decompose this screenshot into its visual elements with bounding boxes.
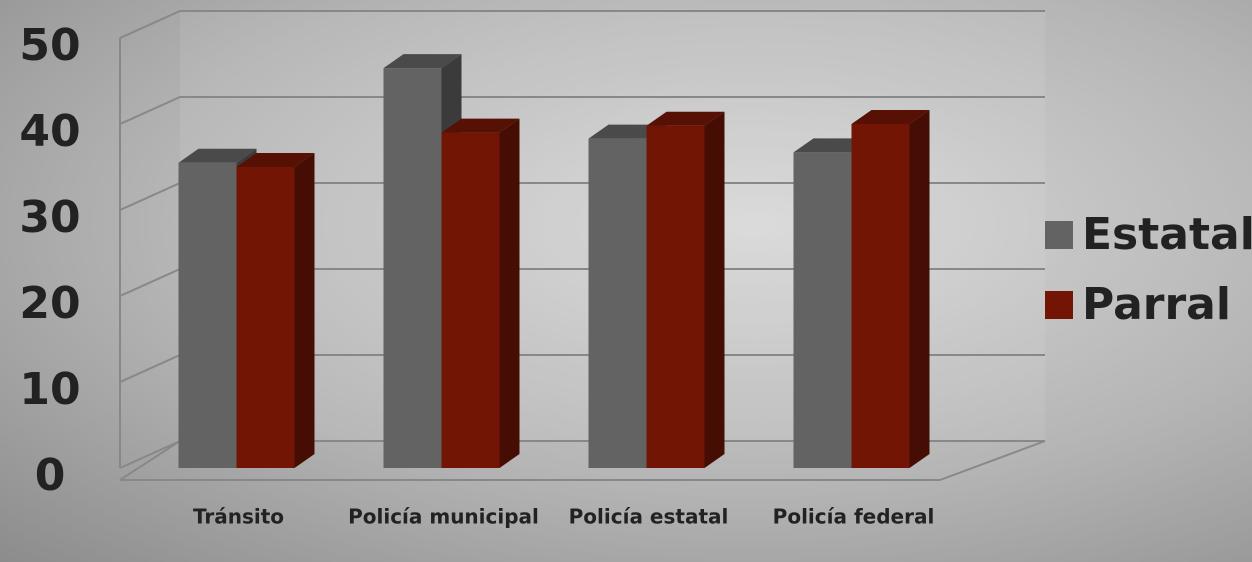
grid-line	[119, 10, 1045, 39]
x-tick-label: Tránsito	[193, 505, 284, 529]
bar-top	[178, 148, 257, 163]
y-tick-label: 30	[19, 192, 80, 243]
bar	[236, 167, 295, 468]
bar-side	[294, 153, 315, 468]
bar	[793, 152, 852, 468]
x-tick-label: Policía estatal	[569, 505, 729, 529]
bar-top	[236, 153, 315, 167]
bar-top	[646, 111, 725, 126]
y-tick-label: 50	[19, 20, 80, 71]
bar	[178, 162, 237, 468]
grid-line	[119, 96, 1045, 125]
legend-swatch	[1045, 291, 1073, 319]
y-tick-label: 0	[35, 450, 66, 501]
bar	[441, 132, 500, 468]
y-tick-label: 20	[19, 278, 80, 329]
y-tick-label: 10	[19, 364, 80, 415]
bar	[383, 68, 442, 468]
legend-label: Parral	[1082, 279, 1231, 330]
floor-left	[119, 440, 181, 481]
bar	[851, 124, 910, 468]
bar-side	[704, 111, 725, 468]
bar-top	[383, 54, 462, 69]
y-tick-label: 40	[19, 106, 80, 157]
bar-top	[441, 118, 520, 133]
floor-side	[939, 440, 1046, 481]
x-tick-label: Policía federal	[773, 505, 935, 529]
legend-swatch	[1045, 221, 1073, 249]
bar-top	[851, 110, 930, 124]
bar	[588, 138, 647, 468]
x-tick-label: Policía municipal	[348, 505, 539, 529]
bar-side	[909, 110, 930, 468]
legend-label: Estatal	[1082, 209, 1252, 260]
bar-side	[499, 118, 520, 468]
bar	[646, 125, 705, 468]
